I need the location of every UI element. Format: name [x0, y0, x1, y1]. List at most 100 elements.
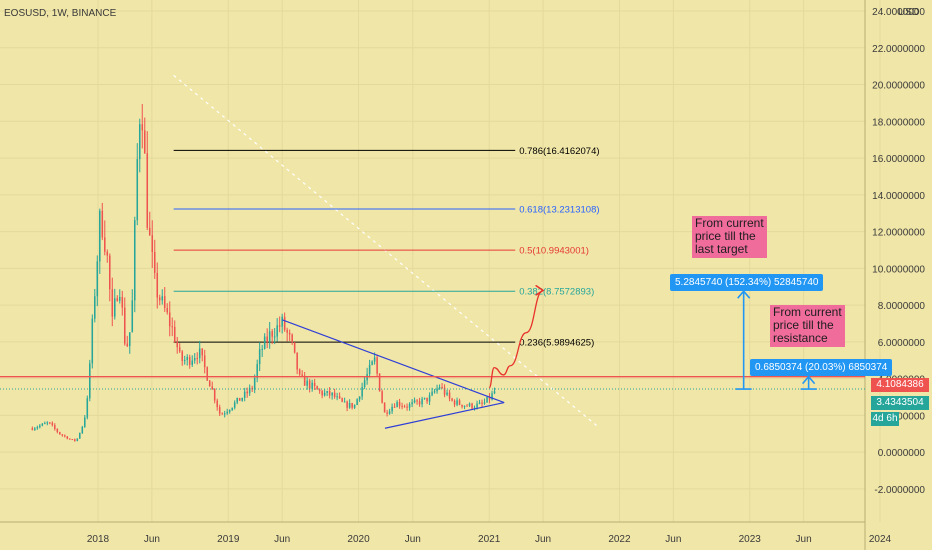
candle-body — [61, 434, 64, 436]
candle-body — [358, 396, 361, 400]
candle-body — [451, 398, 453, 401]
candle-body — [126, 343, 129, 347]
candle-body — [211, 386, 213, 390]
x-tick-label: 2022 — [608, 534, 631, 545]
countdown-tag: 4d 6h — [871, 412, 899, 426]
fib-level-label: 0.786(16.4162074) — [519, 146, 599, 157]
candle-body — [198, 348, 201, 359]
candle-body — [96, 261, 99, 297]
candle-body — [326, 390, 328, 393]
candle-body — [94, 296, 96, 319]
candle-body — [411, 402, 413, 405]
candle-body — [303, 375, 306, 386]
candle-body — [306, 380, 308, 386]
candle-body — [118, 296, 121, 301]
candle-body — [256, 364, 258, 378]
note-last-target[interactable]: From current price till the last target — [692, 216, 767, 258]
candle-body — [461, 404, 463, 407]
candle-body — [316, 386, 318, 390]
candle-body — [448, 392, 451, 399]
candle-body — [378, 373, 381, 392]
candle-body — [418, 401, 421, 405]
candle-body — [406, 406, 408, 408]
candle-body — [86, 398, 89, 418]
candle-body — [308, 380, 311, 389]
candle-body — [168, 312, 171, 327]
candle-body — [493, 391, 496, 394]
y-tick-label: -2.0000000 — [874, 485, 925, 496]
candle-body — [423, 397, 426, 399]
fib-level-label: 0.618(13.2313108) — [519, 204, 599, 215]
candle-body — [128, 332, 131, 347]
x-tick-label: Jun — [144, 534, 160, 545]
candle-body — [226, 411, 228, 414]
dotted-trend-line — [173, 74, 599, 427]
candle-body — [433, 391, 436, 393]
candle-body — [258, 349, 261, 365]
candle-body — [91, 318, 94, 364]
candle-body — [188, 356, 191, 365]
current-price-tag: 4.1084386 — [871, 378, 929, 392]
candle-body — [376, 357, 378, 374]
candle-body — [323, 392, 326, 396]
candle-body — [171, 326, 174, 328]
y-tick-label: 18.0000000 — [872, 117, 925, 128]
candle-body — [268, 331, 271, 342]
candle-body — [193, 358, 196, 361]
candle-body — [488, 396, 491, 400]
x-tick-label: Jun — [665, 534, 681, 545]
measure-arrow-resistance-head — [802, 375, 816, 385]
candle-body — [281, 316, 283, 327]
candle-body — [278, 325, 281, 327]
symbol-header: EOSUSD, 1W, BINANCE — [4, 8, 117, 19]
candle-body — [403, 406, 406, 408]
y-tick-label: 22.0000000 — [872, 44, 925, 55]
candle-body — [141, 124, 144, 131]
candle-body — [218, 407, 221, 414]
candle-body — [104, 237, 106, 252]
candle-body — [271, 331, 273, 337]
candle-body — [238, 397, 241, 401]
note-resistance[interactable]: From current price till the resistance — [770, 305, 845, 347]
candle-body — [208, 380, 211, 387]
candle-body — [36, 427, 39, 429]
candle-body — [233, 402, 236, 408]
candle-body — [373, 357, 376, 362]
candle-body — [64, 435, 66, 437]
candle-body — [311, 382, 313, 389]
candle-body — [398, 401, 401, 406]
y-tick-label: 10.0000000 — [872, 264, 925, 275]
candle-body — [363, 380, 366, 387]
candle-body — [178, 347, 181, 352]
candle-body — [288, 332, 291, 335]
candle-body — [426, 397, 428, 402]
candle-body — [253, 377, 256, 390]
y-tick-label: 8.0000000 — [878, 301, 926, 312]
candle-body — [321, 390, 323, 396]
x-tick-label: 2023 — [739, 534, 762, 545]
candle-body — [263, 336, 266, 349]
candle-body — [146, 153, 149, 228]
candle-body — [241, 397, 243, 401]
candle-body — [381, 391, 383, 403]
measure-arrow-target-head — [737, 289, 751, 299]
candle-body — [371, 361, 373, 365]
candle-body — [176, 341, 179, 348]
candle-body — [44, 423, 46, 425]
candle-body — [166, 308, 169, 313]
candle-body — [51, 422, 54, 426]
candle-body — [428, 395, 431, 402]
y-tick-label: 2.0000000 — [878, 411, 926, 422]
candle-body — [79, 433, 81, 439]
candle-body — [331, 392, 333, 396]
fib-level-label: 0.5(10.9943001) — [519, 246, 589, 257]
candle-body — [99, 210, 101, 262]
candle-body — [481, 402, 483, 404]
x-tick-label: Jun — [405, 534, 421, 545]
candle-body — [336, 396, 338, 398]
candle-body — [286, 329, 288, 333]
candle-body — [438, 387, 441, 389]
candle-body — [206, 367, 208, 381]
candle-body — [213, 389, 216, 401]
